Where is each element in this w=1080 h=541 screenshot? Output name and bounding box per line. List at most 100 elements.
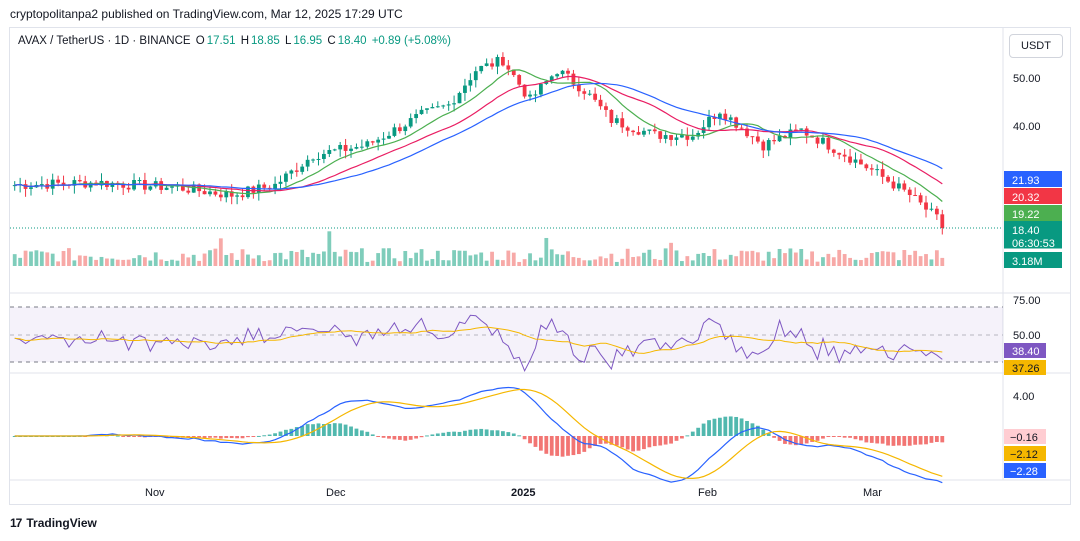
price-axis-tick: 50.00	[1013, 73, 1041, 85]
macd-bar	[218, 436, 223, 439]
symbol-title[interactable]: AVAX / TetherUS · 1D · BINANCE	[18, 35, 191, 47]
candle-body	[50, 179, 55, 189]
tradingview-logo-icon[interactable]: 17	[10, 516, 22, 530]
volume-bar	[12, 254, 17, 266]
candle-body	[560, 70, 565, 75]
volume-bar	[170, 259, 174, 266]
macd-bar	[490, 430, 494, 436]
macd-bar	[848, 436, 852, 438]
candle-body	[479, 65, 484, 72]
candle-body	[332, 149, 337, 151]
candle-body	[506, 65, 511, 70]
macd-bar	[566, 436, 570, 456]
volume-bar	[663, 248, 668, 266]
chart-frame	[9, 27, 1071, 505]
candle-body	[674, 137, 679, 140]
volume-bar	[414, 252, 419, 266]
volume-bar	[349, 251, 353, 266]
macd-bar	[859, 436, 863, 441]
candle-body	[712, 116, 717, 119]
candle-body	[180, 185, 185, 191]
volume-bar	[105, 258, 109, 266]
macd-bar	[864, 436, 869, 443]
macd-bar	[284, 429, 288, 436]
macd-bar	[262, 435, 267, 437]
candle-body	[322, 153, 326, 159]
volume-bar	[544, 237, 549, 266]
macd-bar	[869, 436, 874, 443]
volume-bar	[620, 258, 625, 266]
macd-bar	[934, 436, 939, 442]
candle-body	[891, 181, 896, 189]
candle-body	[224, 191, 229, 198]
volume-bar	[924, 254, 928, 266]
volume-bar	[316, 253, 321, 266]
candle-body	[929, 208, 934, 210]
macd-tag	[1004, 463, 1046, 478]
volume-bar	[783, 253, 787, 266]
candle-body	[240, 195, 245, 198]
macd-bar	[549, 436, 554, 456]
time-axis-label: 2025	[511, 487, 535, 499]
price-tag-text: 19.22	[1012, 209, 1040, 221]
volume-bar	[267, 260, 272, 266]
macd-bar	[609, 436, 614, 445]
macd-histogram	[12, 416, 945, 457]
volume-bar	[142, 257, 147, 266]
candle-body	[707, 116, 711, 128]
macd-bar	[880, 436, 885, 444]
volume-bar	[208, 250, 212, 266]
volume-bar	[246, 254, 250, 266]
volume-bar	[734, 256, 739, 266]
volume-bar	[745, 251, 749, 266]
currency-button[interactable]: USDT	[1009, 34, 1063, 58]
candle-body	[788, 129, 793, 139]
candle-body	[435, 106, 440, 108]
volume-bar	[322, 251, 326, 266]
volume-bar	[164, 261, 169, 266]
macd-bar	[647, 436, 652, 448]
macd-bar	[701, 423, 706, 436]
macd-bar	[723, 416, 728, 436]
candle-body	[186, 190, 191, 193]
volume-bar	[186, 257, 191, 266]
volume-bar	[658, 259, 663, 266]
macd-tag-text: −2.12	[1010, 449, 1038, 461]
macd-bar	[750, 423, 755, 436]
macd-bar	[501, 431, 505, 436]
price-tag-text: 3.18M	[1012, 256, 1043, 268]
volume-bar	[457, 250, 462, 266]
footer-brand[interactable]: TradingView	[26, 516, 97, 530]
candle-body	[484, 63, 489, 66]
macd-bar	[484, 429, 489, 436]
low-label: L	[285, 35, 292, 47]
candle-body	[246, 186, 250, 198]
macd-bar	[788, 436, 793, 445]
volume-bar	[625, 248, 630, 266]
price-tag	[1004, 171, 1062, 187]
macd-bar	[680, 436, 684, 439]
macd-bar	[137, 436, 142, 437]
candle-body	[902, 183, 907, 190]
macd-bar	[620, 436, 625, 448]
candle-body	[750, 136, 755, 138]
volume-bar	[441, 260, 446, 266]
candle-body	[397, 127, 402, 132]
candle-body	[511, 69, 516, 76]
volume-bar	[891, 252, 896, 266]
ma-slow-line	[14, 82, 943, 190]
candle-body	[658, 131, 663, 139]
macd-bar	[522, 436, 527, 440]
macd-bar	[631, 436, 635, 452]
macd-bar	[902, 436, 907, 446]
candle-body	[631, 130, 635, 133]
macd-bar	[294, 427, 299, 436]
macd-bar	[810, 436, 815, 442]
candle-body	[604, 106, 608, 110]
candle-body	[875, 169, 880, 171]
macd-bar	[430, 434, 435, 436]
macd-bar	[229, 436, 234, 439]
candles	[12, 52, 945, 235]
macd-bar	[300, 425, 305, 436]
